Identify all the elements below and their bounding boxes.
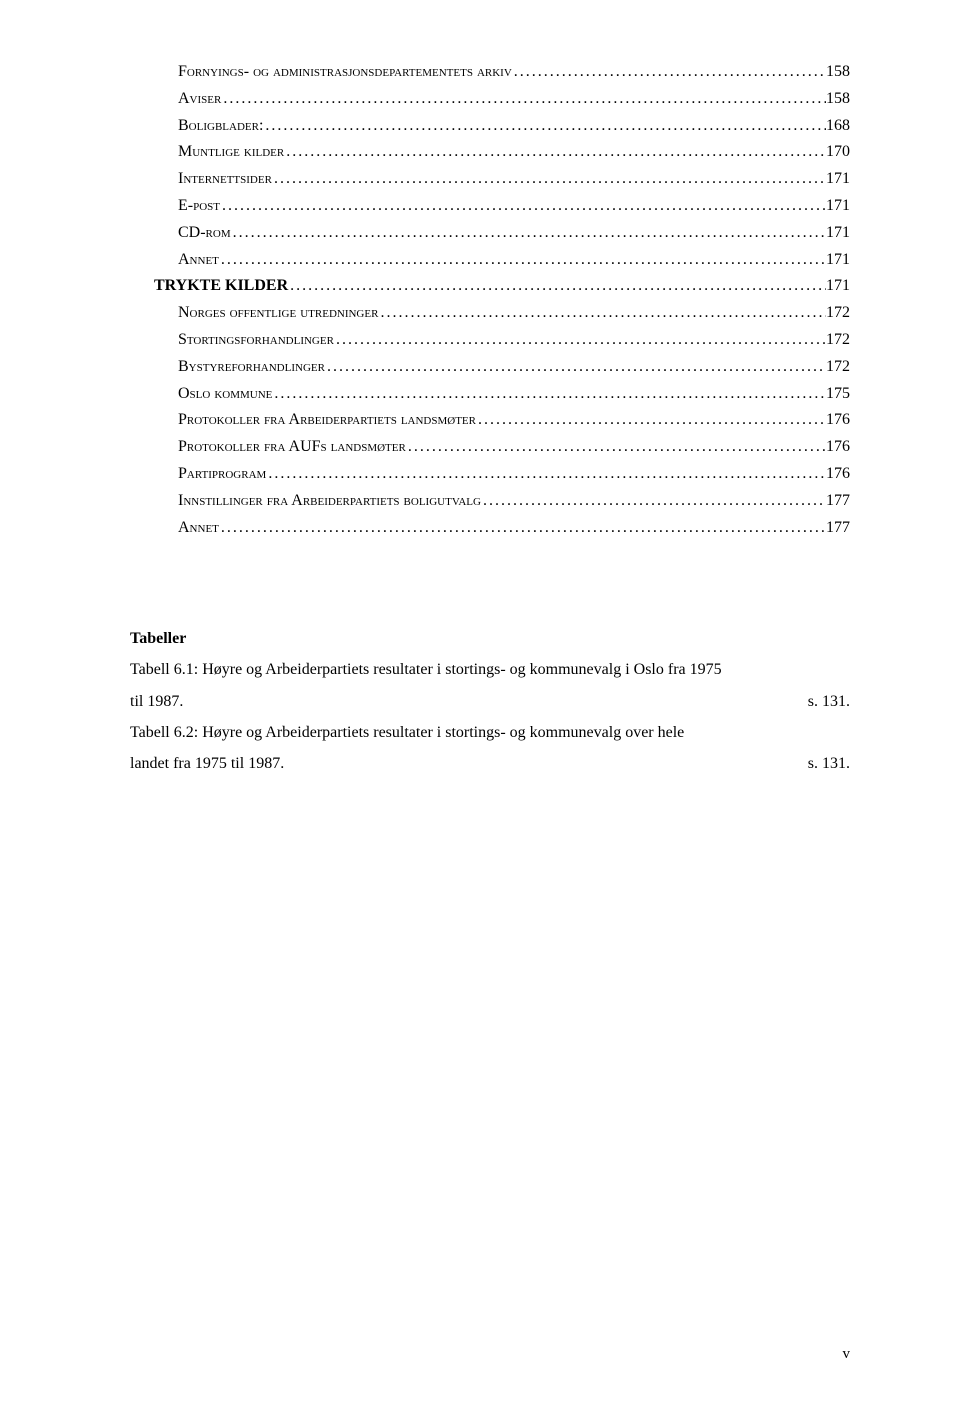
toc-leader-dots bbox=[221, 87, 826, 112]
toc-entry-label: Internettsider bbox=[178, 167, 272, 192]
toc-entry: Norges offentlige utredninger 172 bbox=[130, 301, 850, 326]
toc-entry-page: 158 bbox=[826, 60, 850, 85]
toc-entry-page: 158 bbox=[826, 87, 850, 112]
toc-leader-dots bbox=[231, 221, 826, 246]
tabeller-list: Tabell 6.1: Høyre og Arbeiderpartiets re… bbox=[130, 654, 850, 779]
toc-leader-dots bbox=[378, 301, 826, 326]
toc-entry-label: Protokoller fra Arbeiderpartiets landsmø… bbox=[178, 408, 476, 433]
toc-entry-label: Stortingsforhandlinger bbox=[178, 328, 334, 353]
toc-leader-dots bbox=[284, 140, 826, 165]
toc-entry: Internettsider 171 bbox=[130, 167, 850, 192]
tabeller-heading: Tabeller bbox=[130, 630, 850, 648]
toc-leader-dots bbox=[220, 194, 826, 219]
tabell-entry-page: s. 131. bbox=[808, 686, 850, 717]
tabell-entry-continuation: til 1987. bbox=[130, 686, 183, 717]
toc-entry-label: Innstillinger fra Arbeiderpartiets bolig… bbox=[178, 489, 481, 514]
toc-leader-dots bbox=[219, 516, 826, 541]
toc-entry-page: 172 bbox=[826, 355, 850, 380]
toc-entry: E-post 171 bbox=[130, 194, 850, 219]
toc-entry-page: 176 bbox=[826, 408, 850, 433]
toc-entry-label: Protokoller fra AUFs landsmøter bbox=[178, 435, 406, 460]
toc-entry-label: E-post bbox=[178, 194, 220, 219]
toc-entry-label: Oslo kommune bbox=[178, 382, 272, 407]
toc-entry-label: Boligblader: bbox=[178, 114, 263, 139]
toc-entry: TRYKTE KILDER 171 bbox=[130, 274, 850, 299]
toc-leader-dots bbox=[481, 489, 826, 514]
toc-leader-dots bbox=[263, 114, 826, 139]
toc-entry-page: 170 bbox=[826, 140, 850, 165]
toc-entry-page: 176 bbox=[826, 462, 850, 487]
toc-entry: Bystyreforhandlinger 172 bbox=[130, 355, 850, 380]
toc-leader-dots bbox=[512, 60, 826, 85]
toc-entry: Aviser 158 bbox=[130, 87, 850, 112]
toc-leader-dots bbox=[334, 328, 826, 353]
table-of-contents: Fornyings- og administrasjonsdepartement… bbox=[130, 60, 850, 540]
toc-entry: Partiprogram 176 bbox=[130, 462, 850, 487]
toc-entry: Protokoller fra Arbeiderpartiets landsmø… bbox=[130, 408, 850, 433]
toc-entry-label: Bystyreforhandlinger bbox=[178, 355, 325, 380]
toc-entry-page: 171 bbox=[826, 221, 850, 246]
toc-entry-page: 177 bbox=[826, 489, 850, 514]
toc-entry-page: 168 bbox=[826, 114, 850, 139]
toc-entry-label: TRYKTE KILDER bbox=[154, 274, 288, 299]
toc-entry-page: 171 bbox=[826, 194, 850, 219]
toc-entry: Muntlige kilder 170 bbox=[130, 140, 850, 165]
tabell-entry-page: s. 131. bbox=[808, 748, 850, 779]
toc-leader-dots bbox=[325, 355, 826, 380]
tabell-entry-continuation: landet fra 1975 til 1987. bbox=[130, 748, 284, 779]
toc-leader-dots bbox=[272, 167, 826, 192]
toc-entry: Annet 177 bbox=[130, 516, 850, 541]
toc-entry-page: 171 bbox=[826, 248, 850, 273]
toc-entry: Protokoller fra AUFs landsmøter 176 bbox=[130, 435, 850, 460]
toc-entry-page: 175 bbox=[826, 382, 850, 407]
toc-entry: Stortingsforhandlinger 172 bbox=[130, 328, 850, 353]
toc-entry-label: Muntlige kilder bbox=[178, 140, 284, 165]
tabell-entry-line2: til 1987. s. 131. bbox=[130, 686, 850, 717]
toc-entry-label: Annet bbox=[178, 516, 219, 541]
toc-entry-page: 172 bbox=[826, 301, 850, 326]
toc-entry-page: 176 bbox=[826, 435, 850, 460]
toc-leader-dots bbox=[476, 408, 826, 433]
toc-leader-dots bbox=[288, 274, 826, 299]
toc-entry-label: Annet bbox=[178, 248, 219, 273]
toc-leader-dots bbox=[266, 462, 826, 487]
toc-entry-label: CD-rom bbox=[178, 221, 231, 246]
toc-entry: Fornyings- og administrasjonsdepartement… bbox=[130, 60, 850, 85]
toc-entry: Annet 171 bbox=[130, 248, 850, 273]
tabell-entry-line2: landet fra 1975 til 1987. s. 131. bbox=[130, 748, 850, 779]
toc-entry: Innstillinger fra Arbeiderpartiets bolig… bbox=[130, 489, 850, 514]
toc-entry-page: 177 bbox=[826, 516, 850, 541]
toc-leader-dots bbox=[272, 382, 826, 407]
toc-entry-label: Norges offentlige utredninger bbox=[178, 301, 378, 326]
toc-entry: CD-rom 171 bbox=[130, 221, 850, 246]
toc-entry-page: 172 bbox=[826, 328, 850, 353]
tabell-entry-line1: Tabell 6.2: Høyre og Arbeiderpartiets re… bbox=[130, 717, 850, 748]
toc-entry-label: Partiprogram bbox=[178, 462, 266, 487]
toc-entry-page: 171 bbox=[826, 274, 850, 299]
toc-entry-label: Aviser bbox=[178, 87, 221, 112]
toc-entry-label: Fornyings- og administrasjonsdepartement… bbox=[178, 60, 512, 85]
toc-entry: Boligblader: 168 bbox=[130, 114, 850, 139]
toc-leader-dots bbox=[406, 435, 826, 460]
toc-leader-dots bbox=[219, 248, 826, 273]
tabell-entry-line1: Tabell 6.1: Høyre og Arbeiderpartiets re… bbox=[130, 654, 850, 685]
toc-entry: Oslo kommune 175 bbox=[130, 382, 850, 407]
page-number-footer: v bbox=[843, 1346, 851, 1363]
toc-entry-page: 171 bbox=[826, 167, 850, 192]
